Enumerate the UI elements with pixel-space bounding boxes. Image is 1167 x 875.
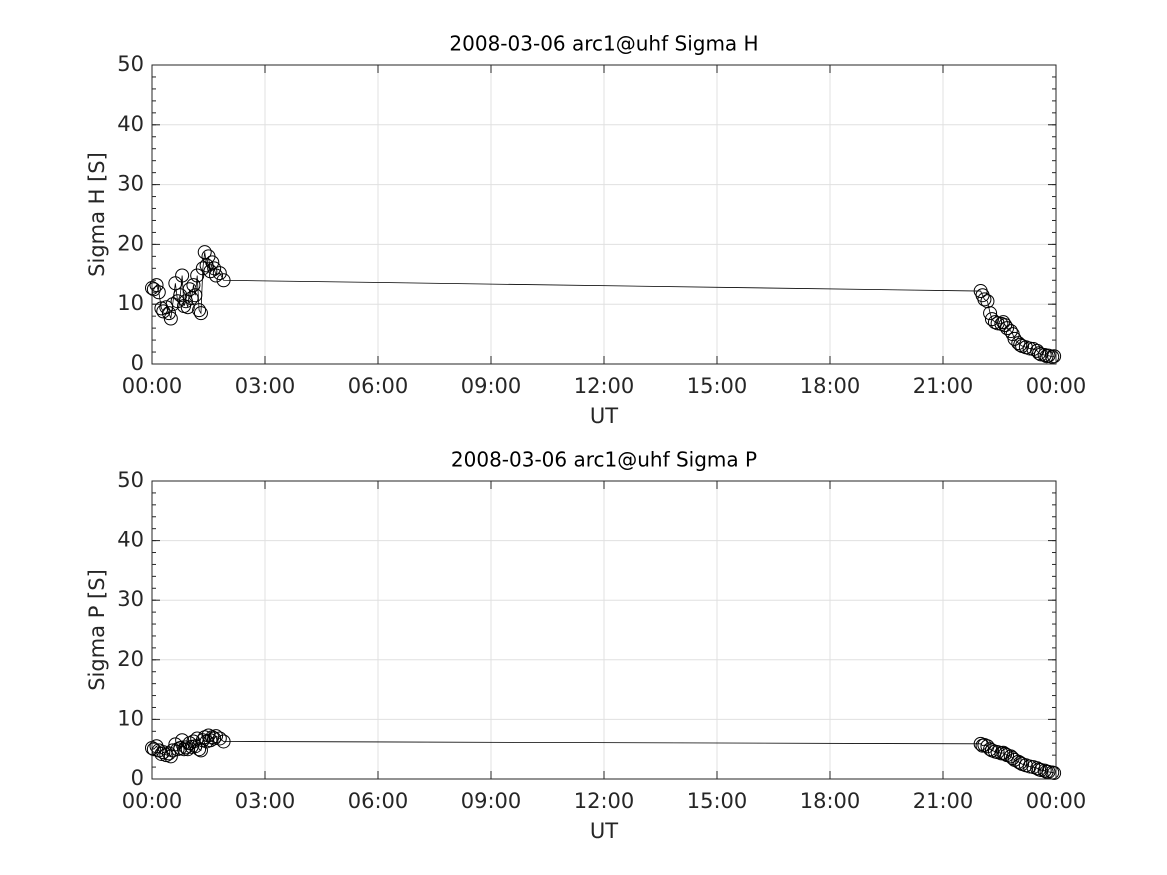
x-tick-label: 21:00 xyxy=(913,789,974,813)
data-point xyxy=(990,316,1005,331)
x-tick-label: 09:00 xyxy=(461,789,522,813)
data-point xyxy=(1033,763,1048,778)
data-point xyxy=(193,306,208,321)
y-tick-label: 10 xyxy=(117,706,144,730)
data-point xyxy=(184,739,199,754)
data-point xyxy=(987,315,1002,330)
x-tick-label: 09:00 xyxy=(461,374,522,398)
y-tick-label: 0 xyxy=(131,351,144,375)
x-tick-label: 03:00 xyxy=(235,789,296,813)
data-point xyxy=(161,306,176,321)
y-tick-label: 30 xyxy=(117,172,144,196)
data-point xyxy=(212,266,227,281)
chart-title: 2008-03-06 arc1@uhf Sigma P xyxy=(451,448,757,472)
y-tick-label: 0 xyxy=(131,766,144,790)
y-tick-label: 40 xyxy=(117,528,144,552)
x-tick-label: 12:00 xyxy=(574,789,635,813)
x-tick-label: 00:00 xyxy=(1026,789,1087,813)
data-point xyxy=(188,288,203,303)
data-point xyxy=(175,268,190,283)
data-point xyxy=(156,304,171,319)
data-point xyxy=(180,300,195,315)
x-axis-label: UT xyxy=(590,404,618,428)
axes-frame xyxy=(151,64,1057,365)
data-point xyxy=(192,742,207,757)
data-point xyxy=(212,731,227,746)
data-point xyxy=(192,303,207,318)
x-tick-label: 12:00 xyxy=(574,374,635,398)
y-tick-label: 20 xyxy=(117,231,144,255)
chart-title: 2008-03-06 arc1@uhf Sigma H xyxy=(449,32,758,56)
x-tick-label: 00:00 xyxy=(1026,374,1087,398)
data-point xyxy=(1047,349,1062,364)
data-point xyxy=(977,292,992,307)
data-point xyxy=(1047,766,1062,781)
data-line xyxy=(151,734,1055,774)
x-tick-label: 18:00 xyxy=(800,789,861,813)
data-point xyxy=(1003,749,1018,764)
y-tick-label: 30 xyxy=(117,587,144,611)
data-point xyxy=(205,255,220,270)
x-tick-label: 15:00 xyxy=(687,789,748,813)
data-point xyxy=(216,734,231,749)
data-point xyxy=(154,746,169,761)
axes-frame xyxy=(151,480,1057,780)
y-axis-label: Sigma P [S] xyxy=(85,569,109,691)
x-tick-label: 06:00 xyxy=(348,374,409,398)
y-tick-label: 10 xyxy=(117,291,144,315)
data-point xyxy=(149,278,164,293)
data-point xyxy=(1041,764,1056,779)
x-tick-label: 03:00 xyxy=(235,374,296,398)
data-point xyxy=(146,742,161,757)
data-point xyxy=(186,278,201,293)
data-point xyxy=(1022,341,1037,356)
x-tick-label: 06:00 xyxy=(348,789,409,813)
x-tick-label: 21:00 xyxy=(913,374,974,398)
data-point xyxy=(1003,324,1018,339)
y-tick-label: 50 xyxy=(117,468,144,492)
data-point xyxy=(163,311,178,326)
data-point xyxy=(1032,346,1047,361)
data-point xyxy=(207,261,222,276)
data-point xyxy=(207,731,222,746)
x-tick-label: 15:00 xyxy=(687,374,748,398)
y-tick-label: 40 xyxy=(117,112,144,136)
data-point xyxy=(1022,759,1037,774)
data-point xyxy=(983,306,998,321)
x-axis-label: UT xyxy=(590,819,618,843)
data-point xyxy=(1037,348,1052,363)
data-point xyxy=(170,742,185,757)
data-point xyxy=(216,273,231,288)
data-point xyxy=(190,268,205,283)
x-tick-label: 00:00 xyxy=(122,789,183,813)
data-point xyxy=(209,729,224,744)
y-tick-label: 20 xyxy=(117,647,144,671)
x-tick-label: 18:00 xyxy=(800,374,861,398)
data-point xyxy=(1011,336,1026,351)
data-point xyxy=(209,268,224,283)
data-point xyxy=(165,743,180,758)
y-axis-label: Sigma H [S] xyxy=(85,152,109,277)
y-tick-label: 50 xyxy=(117,52,144,76)
x-tick-label: 00:00 xyxy=(122,374,183,398)
data-point xyxy=(156,745,171,760)
